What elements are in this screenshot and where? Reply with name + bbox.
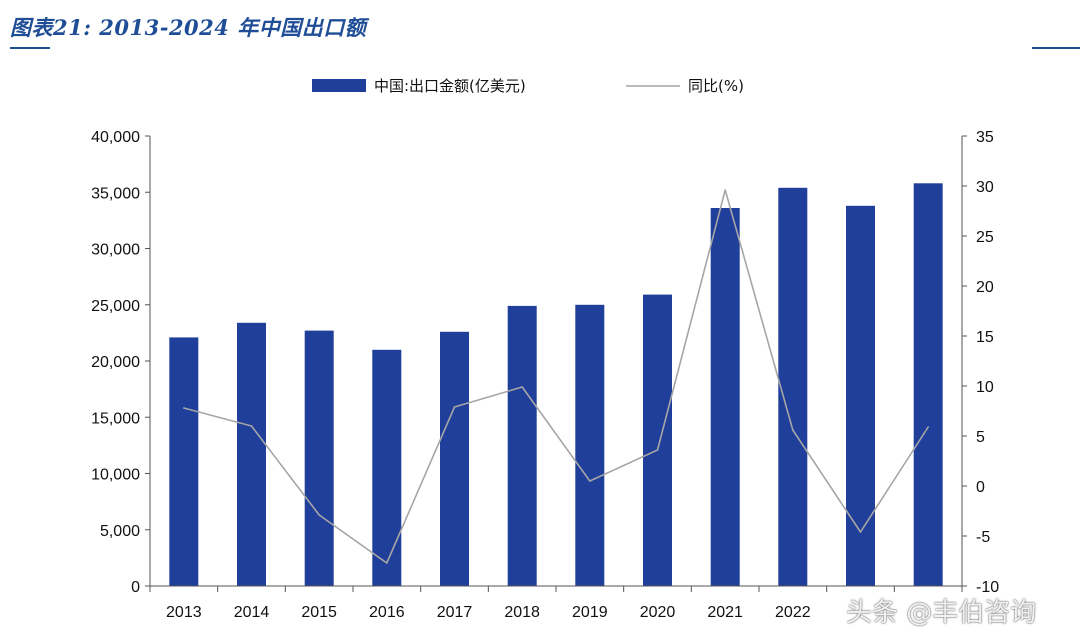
- x-tick-label-2015: 2015: [301, 604, 337, 621]
- yoy-point-2015: [318, 514, 321, 516]
- yoy-point-2019: [589, 480, 591, 482]
- bar-2023: [846, 205, 875, 587]
- right-y-tick-label: 20: [976, 279, 994, 296]
- bar-2021: [710, 208, 740, 586]
- x-tick-label-2021: 2021: [707, 604, 743, 621]
- yoy-point-2017: [453, 406, 456, 408]
- yoy-point-2022: [792, 429, 794, 431]
- bar-2018: [507, 305, 537, 586]
- yoy-point-2014: [250, 425, 253, 427]
- right-y-tick-label: -10: [976, 579, 999, 596]
- bar-2016: [372, 349, 402, 587]
- bar-2014: [237, 322, 266, 587]
- x-tick-label-2014: 2014: [234, 604, 270, 621]
- bar-2020: [643, 294, 672, 586]
- left-y-tick-label: 35,000: [91, 185, 140, 202]
- left-y-tick-label: 5,000: [100, 523, 140, 540]
- right-y-tick-label: 25: [976, 229, 994, 246]
- line-series: [183, 189, 929, 564]
- yoy-point-2024: [927, 426, 929, 428]
- yoy-point-2018: [521, 386, 523, 388]
- watermark-text: 头条 @丰伯咨询: [846, 598, 1037, 628]
- bar-2019: [575, 304, 605, 587]
- bar-2017: [440, 331, 469, 587]
- left-y-tick-label: 15,000: [91, 410, 140, 427]
- chart-figure-title: 图表21: 2013-2024 年中国出口额: [10, 15, 367, 40]
- bar-2022: [778, 187, 808, 587]
- x-tick-label-2017: 2017: [437, 604, 473, 621]
- right-y-tick-label: 0: [976, 479, 985, 496]
- bar-series: [169, 183, 943, 587]
- right-y-tick-label: 10: [976, 379, 994, 396]
- header-rule-right: [1032, 47, 1080, 49]
- yoy-point-2023: [859, 531, 862, 533]
- x-tick-label-2018: 2018: [504, 604, 540, 621]
- left-y-tick-label: 20,000: [91, 354, 140, 371]
- left-y-tick-label: 30,000: [91, 242, 140, 259]
- right-y-tick-label: 15: [976, 329, 994, 346]
- x-tick-label-2022: 2022: [775, 604, 811, 621]
- x-tick-label-2019: 2019: [572, 604, 608, 621]
- yoy-point-2021: [724, 189, 726, 191]
- left-y-tick-label: 40,000: [91, 129, 140, 146]
- legend-bar-label: 中国:出口金额(亿美元): [374, 77, 526, 95]
- right-y-tick-label: 30: [976, 179, 994, 196]
- x-tick-label-2020: 2020: [640, 604, 676, 621]
- x-tick-label-2016: 2016: [369, 604, 405, 621]
- bar-2015: [304, 330, 334, 586]
- legend-line-label: 同比(%): [688, 77, 744, 95]
- right-y-tick-label: 5: [976, 429, 985, 446]
- right-y-tick-label: -5: [976, 529, 990, 546]
- bar-2013: [169, 337, 199, 586]
- yoy-line: [183, 189, 929, 564]
- legend-bar-swatch: [312, 79, 366, 92]
- chart-legend: 中国:出口金额(亿美元) 同比(%): [312, 77, 744, 95]
- yoy-point-2013: [183, 407, 185, 409]
- left-y-tick-label: 10,000: [91, 467, 140, 484]
- x-tick-label-2013: 2013: [166, 604, 202, 621]
- left-y-tick-label: 25,000: [91, 298, 140, 315]
- chart-axes: 0 5,000 10,000 15,000 20,000 25,000 30,000 35,0…: [91, 129, 999, 621]
- yoy-point-2016: [386, 562, 388, 564]
- bar-2024: [913, 183, 943, 587]
- yoy-point-2020: [656, 449, 659, 451]
- header-rule-left: [10, 47, 50, 49]
- left-y-tick-label: 0: [131, 579, 140, 596]
- right-y-tick-label: 35: [976, 129, 994, 146]
